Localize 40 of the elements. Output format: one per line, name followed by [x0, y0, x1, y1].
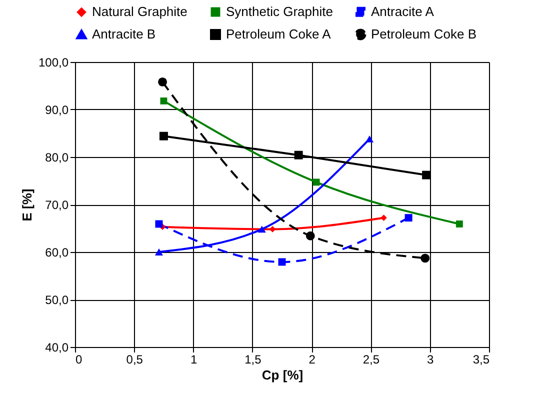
x-tick-label: 0,5	[126, 352, 144, 366]
y-tick-label: 100,0	[38, 56, 69, 70]
point	[404, 214, 412, 222]
point	[312, 178, 320, 186]
point	[278, 258, 286, 266]
x-tick-label: 1	[190, 352, 198, 366]
point	[158, 77, 168, 86]
point	[154, 248, 163, 256]
x-tick-label: 2	[308, 352, 316, 366]
y-tick-label: 90,0	[45, 103, 69, 117]
legend-label: Antracite B	[92, 26, 156, 42]
point	[422, 170, 431, 180]
point	[269, 226, 276, 232]
legend-label: Petroleum Coke A	[226, 26, 332, 42]
y-tick-label: 50,0	[45, 293, 69, 307]
x-axis-title: Cp [%]	[262, 368, 304, 382]
x-tick-label: 2,5	[362, 352, 380, 366]
point	[155, 220, 163, 228]
y-tick-label: 40,0	[45, 340, 69, 354]
legend-label: Natural Graphite	[92, 4, 188, 20]
point	[258, 226, 266, 233]
y-tick-label: 60,0	[45, 246, 69, 260]
point	[456, 220, 463, 228]
x-tick-label: 1,5	[244, 352, 262, 366]
legend-label: Synthetic Graphite	[226, 4, 333, 20]
point	[159, 132, 168, 140]
point	[160, 97, 168, 104]
x-tick-label: 3	[427, 352, 434, 366]
legend-label: Antracite A	[371, 4, 434, 19]
point	[294, 150, 303, 160]
x-tick-label: 0	[76, 352, 82, 366]
y-tick-label: 70,0	[45, 198, 69, 212]
point	[420, 254, 430, 263]
x-tick-label: 3,5	[472, 352, 490, 366]
point	[366, 135, 374, 142]
legend-label: Petroleum Coke B	[371, 26, 476, 42]
point	[306, 231, 315, 240]
point	[380, 214, 387, 221]
y-axis-title: E [%]	[19, 188, 34, 222]
y-tick-label: 80,0	[45, 150, 69, 164]
